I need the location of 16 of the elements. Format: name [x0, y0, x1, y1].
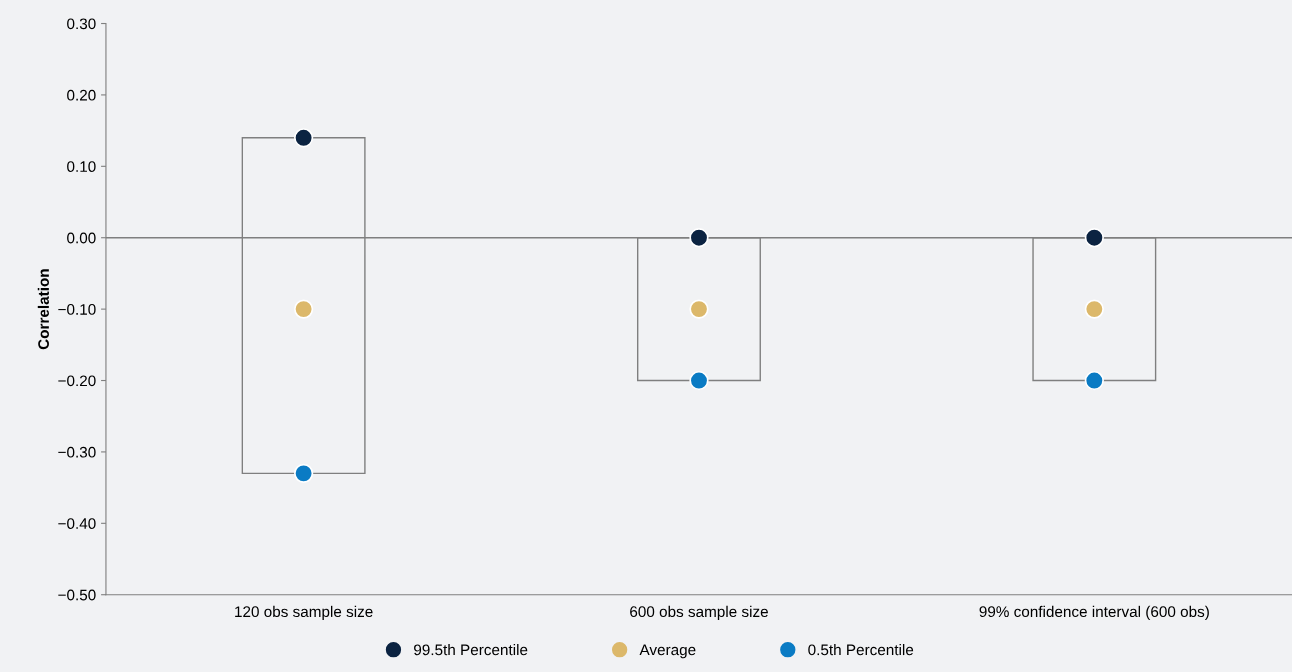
y-tick-label: −0.30	[58, 446, 96, 458]
legend-label: 99.5th Percentile	[414, 644, 528, 656]
y-tick-label: 0.30	[67, 18, 96, 30]
y-tick-label: −0.20	[58, 375, 96, 387]
y-tick-label: −0.50	[58, 589, 96, 601]
legend-label: 0.5th Percentile	[808, 644, 914, 656]
y-tick-label: 0.20	[67, 89, 96, 101]
y-tick-label: −0.10	[58, 303, 96, 315]
y-tick-label: −0.40	[58, 518, 96, 530]
x-tick-label: 99% confidence interval (600 obs)	[979, 605, 1209, 621]
x-tick-label: 600 obs sample size	[630, 605, 768, 621]
y-tick-label: 0.00	[67, 232, 96, 244]
legend-label: Average	[639, 644, 696, 659]
y-axis-title: Correlation	[37, 269, 49, 350]
x-tick-label: 120 obs sample size	[235, 605, 373, 621]
y-tick-label: 0.10	[67, 161, 96, 173]
